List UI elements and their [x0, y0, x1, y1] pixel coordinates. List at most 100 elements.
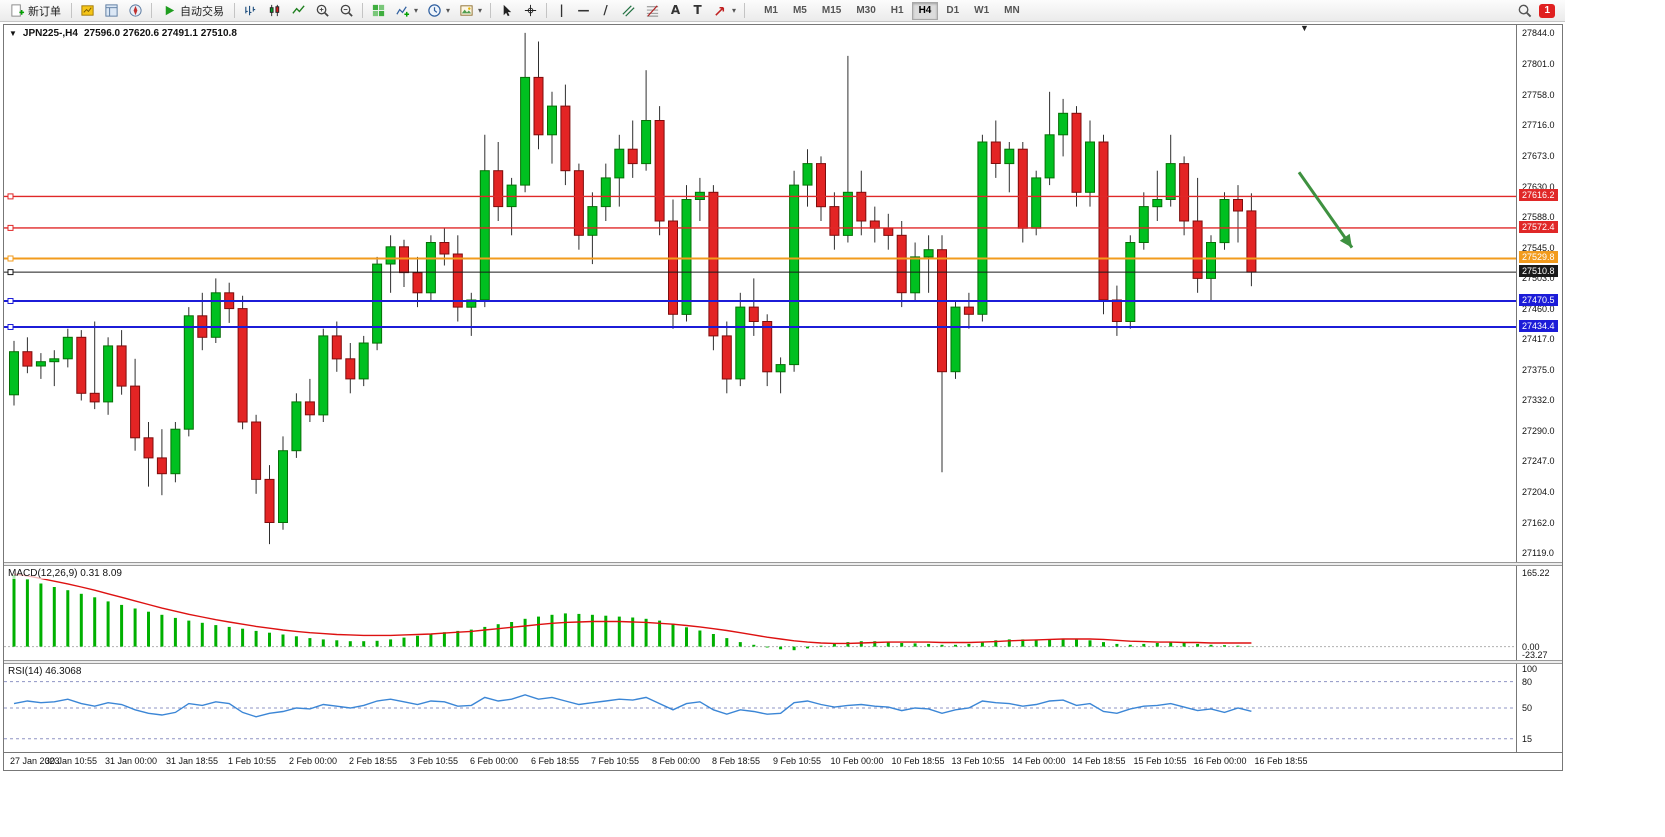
horizontal-line-tool[interactable]: —	[573, 1, 594, 20]
candle-bearish	[896, 234, 907, 294]
new-order-button[interactable]: 新订单	[4, 1, 67, 20]
candle-bearish	[1192, 220, 1203, 279]
play-icon	[165, 5, 175, 16]
horizontal-line-27616.2[interactable]	[4, 193, 1517, 200]
rsi-plot[interactable]: RSI(14) 46.3068	[4, 664, 1517, 752]
new-order-label: 新订单	[28, 5, 61, 18]
indicators-button[interactable]: ▾	[391, 1, 422, 20]
candle-bearish	[345, 358, 356, 380]
arrows-tool[interactable]: ▾	[709, 1, 740, 20]
line-handle[interactable]	[7, 193, 14, 200]
timeframe-button-H1[interactable]: H1	[884, 2, 911, 20]
candlestick-chart-icon[interactable]	[263, 1, 286, 20]
label-tool[interactable]: T	[687, 1, 708, 20]
timeframe-button-M5[interactable]: M5	[786, 2, 814, 20]
rsi-axis[interactable]: 100 80 50 15	[1517, 664, 1562, 752]
time-tick-label: 2 Feb 00:00	[288, 756, 338, 766]
line-handle[interactable]	[7, 324, 14, 330]
timeframe-button-D1[interactable]: D1	[939, 2, 966, 20]
chart-window: ▼ JPN225-,H4 27596.0 27620.6 27491.1 275…	[3, 24, 1563, 771]
template-icon	[460, 5, 473, 16]
zoom-out-icon[interactable]	[335, 1, 358, 20]
candle-bearish	[89, 392, 100, 403]
horizontal-line-27470.5[interactable]	[4, 298, 1517, 304]
trendline-tool[interactable]: /	[595, 1, 616, 20]
candle-bullish	[1206, 242, 1216, 279]
line-handle[interactable]	[7, 269, 14, 276]
market-watch-icon[interactable]	[76, 1, 99, 20]
candle-bullish	[1138, 206, 1149, 244]
panel-splitter[interactable]	[4, 562, 1562, 566]
time-axis[interactable]: 27 Jan 2023 30 Jan 10:55 31 Jan 00:00 31 Ja…	[4, 752, 1562, 770]
bar-chart-icon[interactable]	[239, 1, 262, 20]
candle-bullish	[210, 292, 221, 338]
fibonacci-tool[interactable]	[641, 1, 664, 20]
toolbar-separator	[362, 3, 363, 18]
candle-bearish	[251, 421, 262, 480]
macd-label: MACD(12,26,9) 0.31 8.09	[8, 568, 122, 579]
navigator-icon[interactable]	[124, 1, 147, 20]
candle-bearish	[399, 246, 409, 274]
timeframe-button-M30[interactable]: M30	[849, 2, 882, 20]
candle-bearish	[1179, 163, 1190, 222]
horizontal-line-27572.4[interactable]	[4, 224, 1517, 231]
rsi-panel-row: RSI(14) 46.3068 100 80 50 15	[4, 664, 1562, 752]
collapse-triangle-icon[interactable]: ▼	[9, 29, 17, 38]
candle-bearish	[963, 306, 974, 315]
channel-tool[interactable]	[617, 1, 640, 20]
candle-bearish	[856, 191, 867, 222]
candlestick-canvas	[4, 32, 1517, 545]
notification-badge[interactable]: 1	[1539, 3, 1555, 18]
templates-button[interactable]: ▾	[455, 1, 486, 20]
ohlc-values: 27596.0 27620.6 27491.1 27510.8	[83, 28, 237, 39]
sell-trend-arrow[interactable]	[1297, 171, 1354, 249]
autotrading-button[interactable]: 自动交易	[156, 1, 230, 20]
data-window-icon[interactable]	[100, 1, 123, 20]
time-tick-label: 1 Feb 10:55	[227, 756, 277, 766]
candle-bullish	[49, 358, 60, 363]
candle-bearish	[748, 306, 759, 323]
candle-bearish	[560, 105, 571, 172]
timeframe-button-W1[interactable]: W1	[967, 2, 996, 20]
timeframe-button-MN[interactable]: MN	[997, 2, 1027, 20]
macd-axis[interactable]: 165.22 0.00 -23.27	[1517, 566, 1562, 660]
price-chart-plot[interactable]: ▼ JPN225-,H4 27596.0 27620.6 27491.1 275…	[4, 25, 1517, 562]
candle-bearish	[869, 220, 880, 229]
candle-bullish	[950, 306, 961, 373]
price-tick-label: 27290.0	[1522, 426, 1555, 436]
panel-splitter[interactable]	[4, 660, 1562, 664]
line-handle[interactable]	[7, 298, 14, 304]
candle-bearish	[990, 141, 1001, 164]
search-icon[interactable]	[1513, 1, 1536, 20]
timeframe-button-H4[interactable]: H4	[911, 1, 939, 20]
periods-button[interactable]: ▾	[423, 1, 454, 20]
horizontal-line-27434.4[interactable]	[4, 324, 1517, 330]
text-tool[interactable]: A	[665, 1, 686, 20]
dropdown-caret-icon: ▾	[732, 6, 737, 15]
price-axis[interactable]: 27844.0 27801.0 27758.0 27716.0 27673.0 27630…	[1517, 25, 1562, 562]
candle-bearish	[816, 163, 826, 208]
timeframe-button-M1[interactable]: M1	[757, 2, 785, 20]
macd-plot[interactable]: MACD(12,26,9) 0.31 8.09	[4, 566, 1517, 660]
horizontal-line-27510.8[interactable]	[4, 269, 1517, 276]
candle-bearish	[264, 478, 275, 523]
candle-bearish	[721, 335, 732, 380]
tile-windows-icon[interactable]	[367, 1, 390, 20]
time-tick-label: 10 Feb 18:55	[891, 756, 945, 766]
candle-bearish	[1071, 112, 1082, 193]
line-handle[interactable]	[7, 224, 14, 231]
vertical-line-tool[interactable]: |	[551, 1, 572, 20]
candle-bullish	[587, 206, 598, 236]
zoom-in-icon[interactable]	[311, 1, 334, 20]
candle-bullish	[183, 315, 194, 430]
line-chart-icon[interactable]	[287, 1, 310, 20]
line-handle[interactable]	[7, 255, 14, 262]
candle-bearish	[452, 253, 463, 308]
timeframe-button-M15[interactable]: M15	[815, 2, 848, 20]
dropdown-caret-icon: ▾	[446, 6, 451, 15]
cursor-tool-icon[interactable]	[495, 1, 518, 20]
time-tick-label: 16 Feb 00:00	[1193, 756, 1247, 766]
crosshair-tool-icon[interactable]	[519, 1, 542, 20]
horizontal-line-27529.8[interactable]	[4, 255, 1517, 262]
